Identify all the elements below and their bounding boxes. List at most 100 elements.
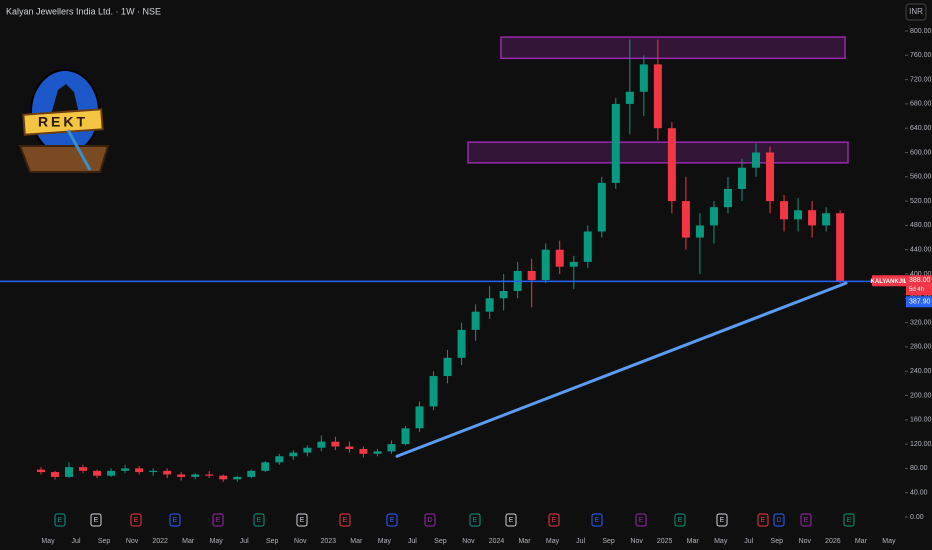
candle-body [149,470,158,473]
event-marker[interactable] [591,513,603,527]
candle-body [219,475,228,480]
candle-body [499,291,508,299]
x-tick-label: May [882,538,896,545]
candle-body [780,201,789,220]
event-label[interactable]: E [639,517,644,524]
candle-body [233,476,242,480]
hline-price-box [906,296,932,308]
event-marker[interactable] [548,513,560,527]
candle-body [695,225,704,238]
event-label[interactable]: E [761,517,766,524]
y-tick-label: 120.00 [910,441,932,448]
y-tick-label: 80.00 [910,465,928,472]
event-marker[interactable] [90,513,102,527]
candle-body [163,470,172,475]
candle-body [766,152,775,202]
x-tick-label: 2025 [657,538,673,545]
y-tick-label: 320.00 [910,319,932,326]
last-price-label: 388.00 [909,277,931,284]
candle-body [457,329,466,358]
event-marker[interactable] [169,513,181,527]
x-tick-label: Jul [240,538,249,545]
candle-body [681,201,690,238]
event-marker[interactable] [757,513,769,527]
event-marker[interactable] [843,513,855,527]
event-marker[interactable] [296,513,308,527]
event-label[interactable]: E [94,517,99,524]
x-tick-label: May [714,538,728,545]
symbol-label: KALYANKJIL [871,279,908,285]
event-marker[interactable] [469,513,481,527]
event-label[interactable]: E [257,517,262,524]
event-label[interactable]: E [173,517,178,524]
candle-body [583,231,592,262]
currency-box[interactable] [905,3,927,21]
event-label[interactable]: D [427,517,432,524]
candle-body [625,91,634,104]
y-tick-label: 280.00 [910,344,932,351]
candle-body [822,213,831,226]
candle-body [177,474,186,477]
event-label[interactable]: E [678,517,683,524]
event-label[interactable]: E [804,517,809,524]
candle-body [541,249,550,281]
event-marker[interactable] [773,513,785,527]
event-marker[interactable] [386,513,398,527]
candle-body [93,470,102,476]
x-tick-label: Jul [408,538,417,545]
event-marker[interactable] [800,513,812,527]
currency[interactable]: INR [909,7,923,16]
candle-body [471,311,480,330]
candle-body [247,470,256,477]
event-label[interactable]: E [595,517,600,524]
event-label[interactable]: E [390,517,395,524]
event-marker[interactable] [424,513,436,527]
candle-body [121,468,130,471]
event-marker[interactable] [212,513,224,527]
y-tick-label: 720.00 [910,76,932,83]
event-label[interactable]: E [58,517,63,524]
event-label[interactable]: E [343,517,348,524]
x-tick-label: Jul [744,538,753,545]
candle-body [527,270,536,281]
y-tick-label: 560.00 [910,174,932,181]
x-tick-label: May [546,538,560,545]
candle-body [345,446,354,449]
candle-body [555,249,564,267]
x-tick-label: Sep [602,538,615,545]
x-tick-label: Mar [182,538,195,545]
event-marker[interactable] [674,513,686,527]
event-marker[interactable] [54,513,66,527]
x-tick-label: Nov [126,538,139,545]
countdown: 5d 4h [909,287,924,293]
event-marker[interactable] [635,513,647,527]
event-marker[interactable] [339,513,351,527]
candle-body [107,470,116,476]
event-label[interactable]: E [847,517,852,524]
event-label[interactable]: E [216,517,221,524]
event-label[interactable]: E [300,517,305,524]
x-tick-label: May [41,538,55,545]
event-marker[interactable] [716,513,728,527]
candle-body [723,188,732,208]
x-tick-label: Mar [518,538,531,545]
y-tick-label: 760.00 [910,52,932,59]
candle-body [191,474,200,477]
candle-body [667,128,676,202]
event-label[interactable]: E [509,517,514,524]
x-tick-label: May [378,538,392,545]
candle-body [808,210,817,226]
last-price-box [906,275,932,296]
candle-body [415,406,424,429]
event-marker[interactable] [130,513,142,527]
event-label[interactable]: E [473,517,478,524]
event-label[interactable]: D [776,517,781,524]
y-tick-label: 680.00 [910,101,932,108]
event-label[interactable]: E [552,517,557,524]
candle-body [303,447,312,453]
event-label[interactable]: E [720,517,725,524]
event-marker[interactable] [253,513,265,527]
event-label[interactable]: E [134,517,139,524]
event-marker[interactable] [505,513,517,527]
